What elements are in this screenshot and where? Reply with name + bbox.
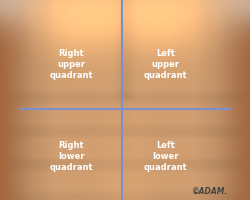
Text: Right
upper
quadrant: Right upper quadrant — [50, 48, 93, 80]
Text: Left
lower
quadrant: Left lower quadrant — [143, 140, 187, 172]
Text: Right
lower
quadrant: Right lower quadrant — [50, 140, 93, 172]
Text: Left
upper
quadrant: Left upper quadrant — [143, 48, 187, 80]
Text: ©ADAM.: ©ADAM. — [191, 186, 227, 195]
